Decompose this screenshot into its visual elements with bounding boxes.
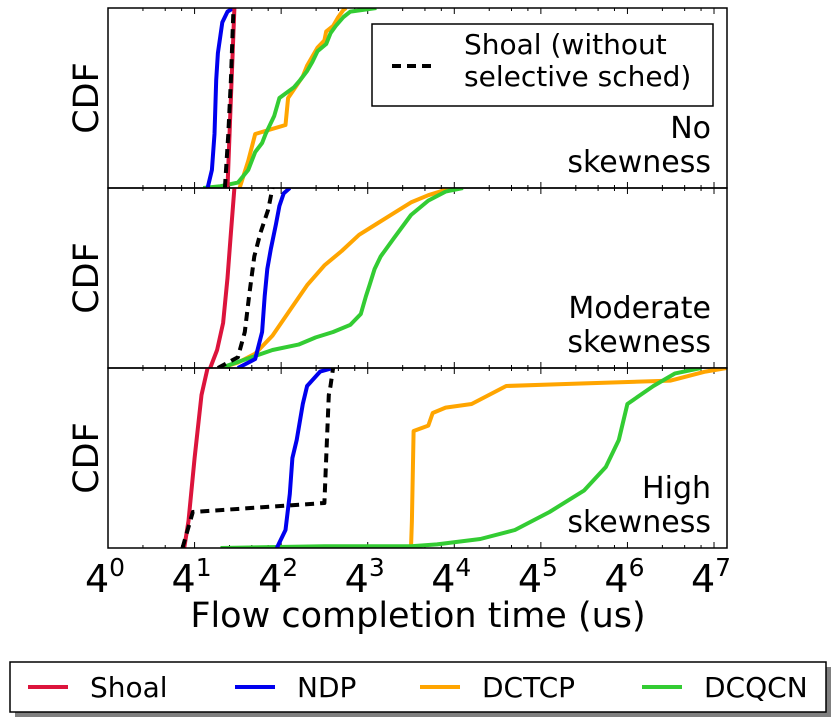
series-line-ndp [274,368,334,548]
panel-annotation: skewness [567,145,711,180]
y-axis-label: CDF [67,242,107,314]
series-line-dcqcn [219,188,464,368]
x-tick-label: 46 [604,553,644,601]
series-line-dcqcn [220,368,702,548]
legend-label: Shoal [90,671,168,704]
series-line-dctcp [219,188,455,368]
x-tick-label: 43 [345,553,385,601]
series-line-shoal [182,368,210,548]
legend: Shoal NDP DCTCP DCQCN [9,661,831,717]
series-line-ndp [205,8,235,188]
panel-lines [180,368,727,548]
legend-box [9,661,827,713]
x-axis: 40 41 42 43 44 45 46 47 [85,553,731,601]
x-axis-label: Flow completion time (us) [190,596,645,636]
inset-legend-label: selective sched) [464,60,691,93]
x-tick-label: 42 [258,553,298,601]
legend-label: DCTCP [482,671,575,704]
panel-annotation: No [670,111,711,146]
y-axis-label: CDF [67,62,107,134]
x-tick-label: 47 [691,553,731,601]
series-line-shoal-without-selective-sched [222,8,236,188]
panel-frame [107,367,728,549]
panel-lines [202,8,377,188]
panel-annotation: skewness [567,505,711,540]
series-line-shoal [208,188,237,368]
series-line-dctcp [409,368,727,548]
x-tick-label: 40 [85,553,125,601]
panel-annotation: skewness [567,325,711,360]
x-tick-label: 45 [518,553,558,601]
series-line-ndp [236,188,292,368]
inset-legend-label: Shoal (without [464,28,667,61]
panel-annotation: Moderate [568,291,711,326]
y-axis-label: CDF [67,422,107,494]
panel-annotation: High [642,471,711,506]
legend-label: NDP [297,671,356,704]
x-tick-label: 41 [172,553,212,601]
series-line-shoal-without-selective-sched [216,188,275,368]
series-line-dcqcn [202,8,377,188]
series-line-dctcp [237,8,348,188]
x-tick-label: 44 [431,553,471,601]
legend-label: DCQCN [704,671,808,704]
series-line-shoal-without-selective-sched [180,368,336,548]
panel-lines [208,188,464,368]
